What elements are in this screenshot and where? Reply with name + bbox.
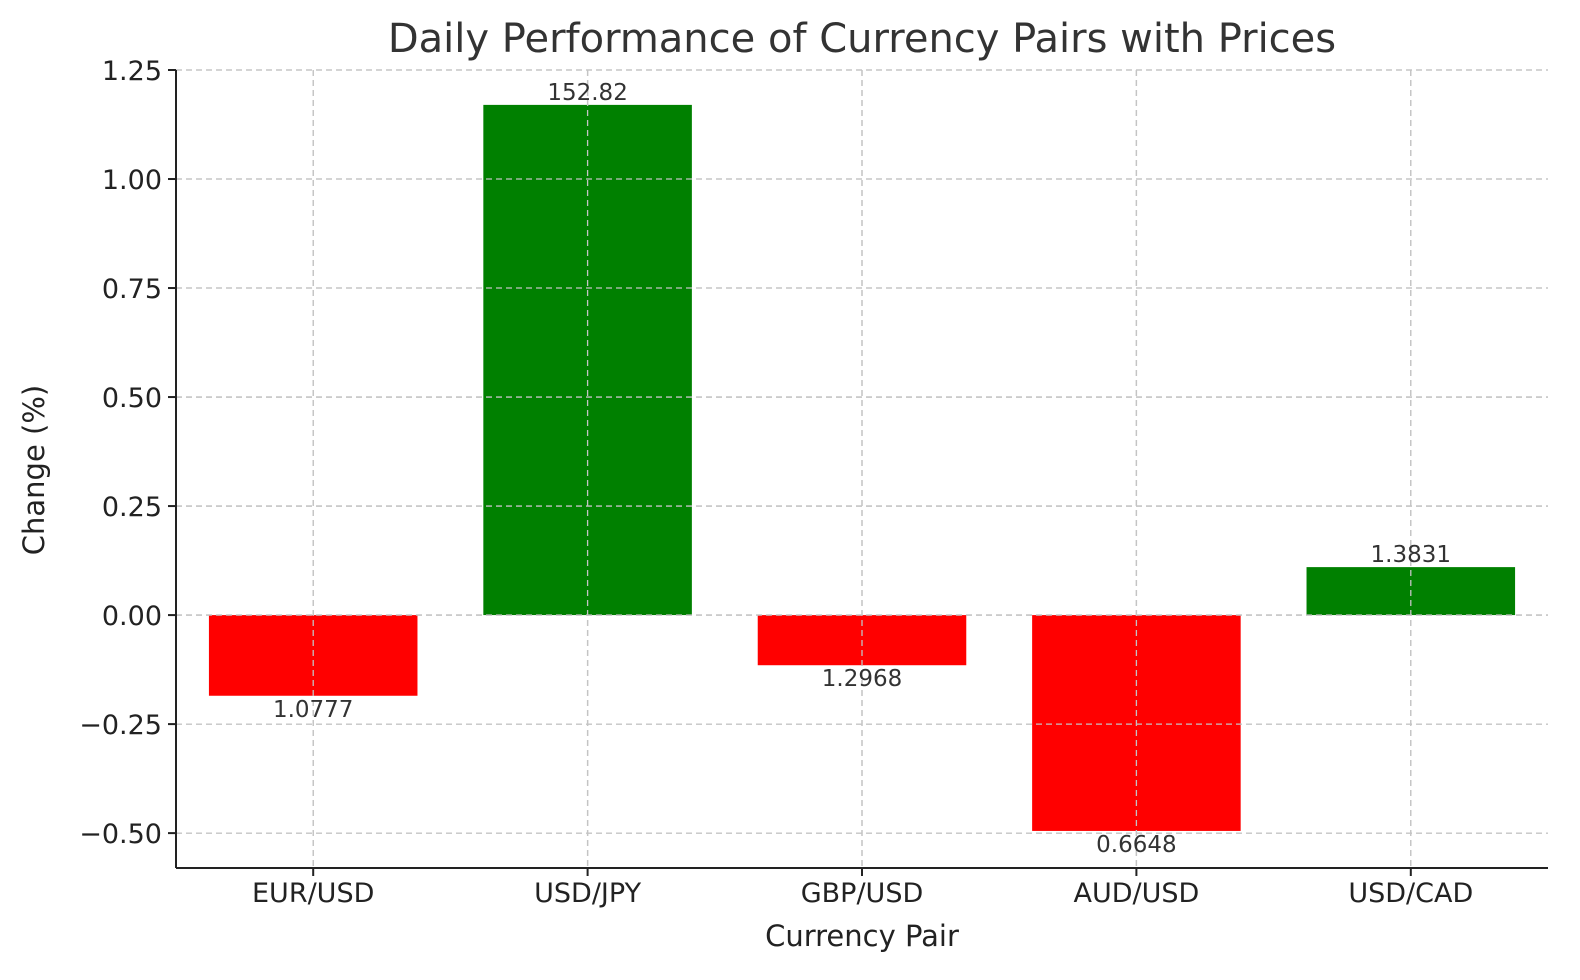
y-tick-label-0: 1.25	[102, 56, 162, 87]
axes: 1.25 1.00 0.75 0.50 0.25 0.00 −0.25 −0.50 EUR/US…	[79, 56, 1548, 909]
data-label-1: 152.82	[547, 80, 627, 106]
data-label-4: 1.3831	[1371, 542, 1451, 568]
data-labels: 1.0777 152.82 1.2968 0.6648 1.3831	[273, 80, 1451, 858]
x-tick-label-0: EUR/USD	[252, 878, 374, 909]
y-axis-label: Change (%)	[17, 385, 51, 555]
y-tick-label-6: −0.25	[79, 710, 162, 741]
y-tick-label-1: 1.00	[102, 165, 162, 196]
data-label-3: 0.6648	[1096, 832, 1176, 858]
data-label-2: 1.2968	[822, 666, 902, 692]
x-tick-label-2: GBP/USD	[801, 878, 924, 909]
x-tick-label-1: USD/JPY	[534, 878, 641, 909]
y-tick-label-4: 0.25	[102, 492, 162, 523]
y-tick-label-5: 0.00	[102, 601, 162, 632]
grid-overlay	[176, 69, 1548, 868]
x-axis-label: Currency Pair	[765, 919, 959, 953]
y-tick-label-7: −0.50	[79, 819, 162, 850]
x-tick-label-4: USD/CAD	[1348, 878, 1473, 909]
y-tick-label-3: 0.50	[102, 383, 162, 414]
chart-title: Daily Performance of Currency Pairs with…	[388, 16, 1336, 62]
grid-lines	[176, 69, 1548, 868]
x-tick-label-3: AUD/USD	[1073, 878, 1199, 909]
y-tick-label-2: 0.75	[102, 274, 162, 305]
data-label-0: 1.0777	[273, 697, 353, 723]
